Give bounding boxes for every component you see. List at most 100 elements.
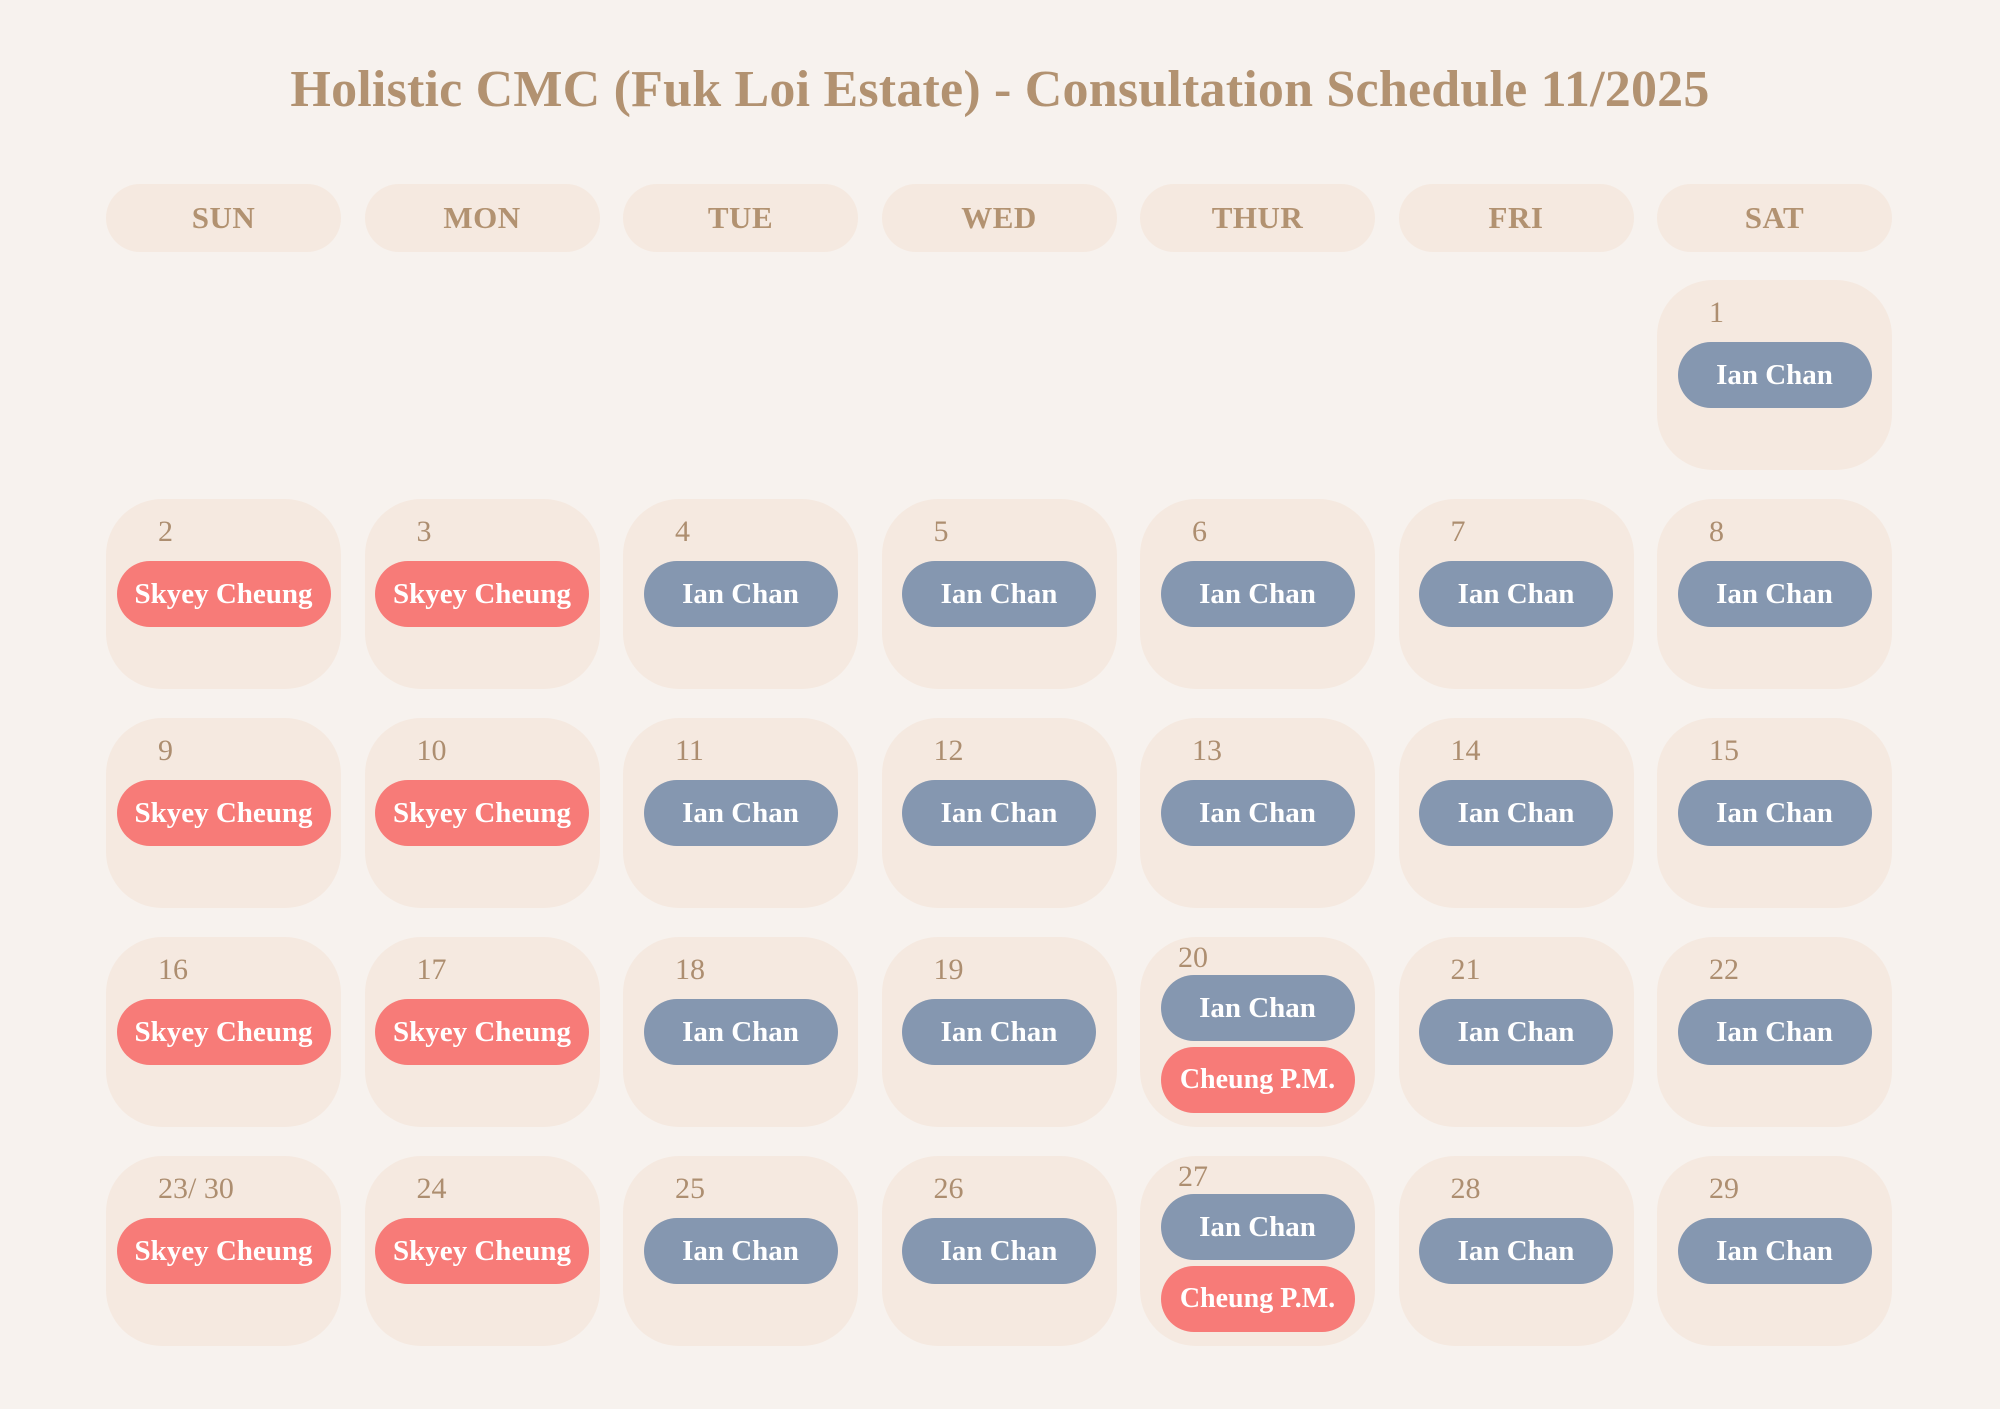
day-number: 7	[1450, 515, 1466, 548]
doctor-badge: Skyey Cheung	[375, 561, 589, 627]
doctor-badge: Ian Chan	[1419, 561, 1613, 627]
doctor-list: Ian Chan	[623, 1218, 858, 1284]
day-number: 23/ 30	[158, 1172, 234, 1205]
day-number: 22	[1709, 953, 1739, 986]
calendar-day-cell[interactable]: 4 Ian Chan	[623, 499, 858, 689]
doctor-list: Ian Chan	[1399, 780, 1634, 846]
doctor-badge: Ian Chan	[643, 999, 838, 1065]
calendar-cell-empty	[623, 280, 858, 470]
doctor-badge: Ian Chan	[1677, 999, 1872, 1065]
doctor-badge: Ian Chan	[1419, 1218, 1613, 1284]
doctor-badge: Ian Chan	[643, 780, 838, 846]
calendar-day-cell[interactable]: 15 Ian Chan	[1657, 718, 1892, 908]
doctor-badge: Ian Chan	[1677, 1218, 1872, 1284]
day-number: 8	[1709, 515, 1724, 548]
doctor-badge: Cheung P.M.	[1160, 1047, 1355, 1113]
doctor-list: Ian Chan	[1140, 561, 1375, 627]
calendar-day-cell[interactable]: 7 Ian Chan	[1398, 499, 1634, 689]
calendar-day-cell[interactable]: 8 Ian Chan	[1657, 499, 1892, 689]
calendar-day-cell[interactable]: 6 Ian Chan	[1140, 499, 1375, 689]
doctor-badge: Skyey Cheung	[375, 780, 589, 846]
calendar-day-cell[interactable]: 18 Ian Chan	[623, 937, 858, 1127]
doctor-list: Ian Chan	[882, 999, 1117, 1065]
doctor-list: Skyey Cheung	[106, 999, 341, 1065]
calendar-day-cell[interactable]: 21 Ian Chan	[1398, 937, 1634, 1127]
doctor-badge: Ian Chan	[902, 1218, 1096, 1284]
calendar-day-cell[interactable]: 16 Skyey Cheung	[106, 937, 341, 1127]
doctor-list: Ian Chan	[1140, 780, 1375, 846]
doctor-list: Ian Chan	[623, 561, 858, 627]
weekday-mon: MON	[364, 184, 600, 252]
calendar-day-cell[interactable]: 22 Ian Chan	[1657, 937, 1892, 1127]
day-number: 1	[1709, 296, 1724, 329]
doctor-badge: Skyey Cheung	[375, 1218, 589, 1284]
weekday-tue: TUE	[623, 184, 858, 252]
doctor-list: Skyey Cheung	[365, 561, 600, 627]
doctor-list: Skyey Cheung	[106, 561, 341, 627]
doctor-list: Ian Chan	[1657, 1218, 1892, 1284]
weekday-sun: SUN	[106, 184, 341, 252]
day-number: 20	[1178, 941, 1208, 974]
calendar-grid: 1 Ian Chan 2 Skyey Cheung 3 Skyey Cheung 4 Ian …	[106, 280, 1894, 1346]
calendar-day-cell[interactable]: 20 Ian Chan Cheung P.M.	[1140, 937, 1375, 1127]
calendar-cell-empty	[882, 280, 1117, 470]
doctor-badge: Ian Chan	[902, 999, 1096, 1065]
doctor-list: Ian Chan	[1657, 561, 1892, 627]
day-number: 12	[933, 734, 964, 767]
doctor-badge: Skyey Cheung	[116, 999, 331, 1065]
doctor-badge: Ian Chan	[1419, 780, 1613, 846]
calendar-day-cell[interactable]: 19 Ian Chan	[881, 937, 1117, 1127]
doctor-badge: Ian Chan	[1160, 780, 1355, 846]
doctor-list: Skyey Cheung	[365, 999, 600, 1065]
weekday-sat: SAT	[1657, 184, 1892, 252]
day-number: 24	[416, 1172, 447, 1205]
doctor-badge: Ian Chan	[1160, 1194, 1355, 1260]
weekday-wed: WED	[881, 184, 1117, 252]
doctor-list: Skyey Cheung	[365, 1218, 600, 1284]
day-number: 29	[1709, 1172, 1739, 1205]
calendar-day-cell[interactable]: 2 Skyey Cheung	[106, 499, 341, 689]
doctor-badge: Ian Chan	[643, 561, 838, 627]
doctor-list: Skyey Cheung	[365, 780, 600, 846]
calendar-day-cell[interactable]: 24 Skyey Cheung	[364, 1156, 600, 1346]
calendar-day-cell[interactable]: 10 Skyey Cheung	[364, 718, 600, 908]
doctor-badge: Skyey Cheung	[116, 780, 331, 846]
doctor-list: Ian Chan Cheung P.M.	[1140, 1194, 1375, 1332]
calendar-day-cell[interactable]: 28 Ian Chan	[1398, 1156, 1634, 1346]
doctor-badge: Skyey Cheung	[116, 1218, 331, 1284]
doctor-list: Ian Chan	[882, 1218, 1117, 1284]
calendar-day-cell[interactable]: 26 Ian Chan	[881, 1156, 1117, 1346]
calendar-day-cell[interactable]: 25 Ian Chan	[623, 1156, 858, 1346]
calendar-day-cell[interactable]: 13 Ian Chan	[1140, 718, 1375, 908]
weekday-fri: FRI	[1398, 184, 1634, 252]
calendar-day-cell[interactable]: 1 Ian Chan	[1657, 280, 1892, 470]
doctor-list: Ian Chan	[882, 780, 1117, 846]
calendar-day-cell[interactable]: 27 Ian Chan Cheung P.M.	[1140, 1156, 1375, 1346]
day-number: 2	[158, 515, 173, 548]
calendar-cell-empty	[106, 280, 341, 470]
doctor-badge: Ian Chan	[1677, 342, 1872, 408]
calendar-day-cell[interactable]: 17 Skyey Cheung	[364, 937, 600, 1127]
doctor-list: Ian Chan Cheung P.M.	[1140, 975, 1375, 1113]
day-number: 11	[675, 734, 704, 767]
page-title: Holistic CMC (Fuk Loi Estate) - Consulta…	[290, 61, 1710, 118]
calendar-day-cell[interactable]: 29 Ian Chan	[1657, 1156, 1892, 1346]
calendar-day-cell[interactable]: 9 Skyey Cheung	[106, 718, 341, 908]
calendar-day-cell[interactable]: 14 Ian Chan	[1398, 718, 1634, 908]
day-number: 14	[1450, 734, 1481, 767]
day-number: 19	[933, 953, 964, 986]
doctor-list: Ian Chan	[1657, 999, 1892, 1065]
doctor-list: Ian Chan	[1657, 780, 1892, 846]
day-number: 27	[1178, 1160, 1208, 1193]
day-number: 25	[675, 1172, 705, 1205]
day-number: 28	[1450, 1172, 1481, 1205]
day-number: 4	[675, 515, 690, 548]
calendar-day-cell[interactable]: 12 Ian Chan	[881, 718, 1117, 908]
doctor-list: Ian Chan	[1399, 561, 1634, 627]
calendar-day-cell[interactable]: 23/ 30 Skyey Cheung	[106, 1156, 341, 1346]
day-number: 3	[416, 515, 432, 548]
calendar-day-cell[interactable]: 5 Ian Chan	[881, 499, 1117, 689]
doctor-badge: Ian Chan	[1677, 780, 1872, 846]
calendar-day-cell[interactable]: 3 Skyey Cheung	[364, 499, 600, 689]
calendar-day-cell[interactable]: 11 Ian Chan	[623, 718, 858, 908]
